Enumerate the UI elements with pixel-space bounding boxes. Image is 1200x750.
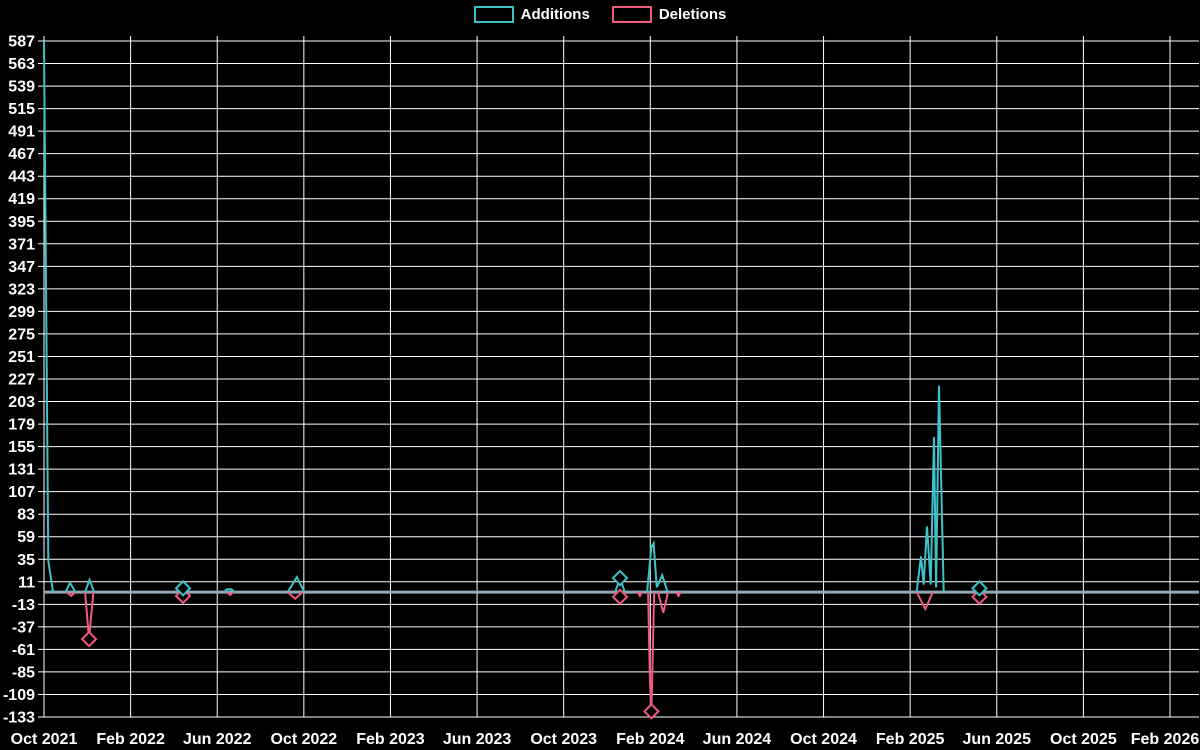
y-axis-tick-label: 563 (8, 56, 35, 73)
additions-line (43, 40, 55, 593)
additions-line (84, 577, 96, 593)
x-axis-tick-label: Feb 2024 (616, 731, 685, 748)
y-axis-tick-label: 371 (8, 236, 35, 253)
x-axis-tick-label: Oct 2022 (270, 731, 337, 748)
y-axis-tick-label: 251 (8, 349, 35, 366)
y-axis-tick-label: 11 (18, 574, 35, 591)
legend-label-additions: Additions (520, 6, 590, 23)
x-axis-tick-label: Oct 2025 (1050, 731, 1117, 748)
y-axis-tick-label: 491 (8, 124, 35, 141)
x-axis-tick-label: Oct 2021 (11, 731, 78, 748)
deletions-point-marker[interactable] (642, 702, 660, 720)
y-axis-tick-label: 275 (8, 326, 35, 343)
legend-item-additions[interactable]: Additions (473, 6, 590, 23)
x-axis-tick-label: Jun 2024 (703, 731, 772, 748)
y-axis-tick-label: 83 (17, 507, 35, 524)
y-axis-tick-label: -109 (3, 687, 35, 704)
y-axis-tick-label: 179 (8, 417, 35, 434)
deletions-point-marker[interactable] (611, 588, 629, 606)
deletions-swatch-icon (611, 6, 652, 23)
legend-label-deletions: Deletions (658, 6, 727, 23)
x-axis-tick-label: Jun 2025 (963, 731, 1032, 748)
y-axis-tick-label: 323 (8, 281, 35, 298)
y-axis-tick-label: 155 (8, 439, 35, 456)
y-axis-tick-label: 419 (8, 191, 35, 208)
x-axis-tick-label: Feb 2025 (876, 731, 945, 748)
x-axis-tick-label: Feb 2022 (96, 731, 165, 748)
deletions-line (675, 591, 682, 598)
deletions-line (647, 592, 656, 712)
y-axis-tick-label: 59 (17, 529, 35, 546)
y-axis-tick-label: 539 (8, 79, 35, 96)
x-axis-tick-label: Jun 2022 (183, 731, 252, 748)
x-axis-tick-label: Feb 2026 (1131, 731, 1200, 748)
deletions-line (286, 591, 304, 601)
additions-point-marker[interactable] (174, 579, 192, 597)
y-axis-tick-label: 587 (8, 34, 35, 51)
y-axis-tick-label: -13 (12, 597, 35, 614)
deletions-line (915, 591, 934, 612)
y-axis-tick-label: 443 (8, 169, 35, 186)
y-axis-tick-label: 395 (8, 214, 35, 231)
deletions-line (226, 591, 235, 597)
y-axis-tick-label: 467 (8, 146, 35, 163)
y-axis-tick-label: 203 (8, 394, 35, 411)
additions-line (64, 580, 77, 593)
chart-legend: Additions Deletions (0, 6, 1200, 23)
y-axis-tick-label: 227 (8, 372, 35, 389)
deletions-line (66, 591, 77, 598)
y-axis-tick-label: 131 (8, 462, 35, 479)
y-axis-tick-label: -133 (3, 710, 35, 727)
additions-line (223, 588, 236, 593)
legend-item-deletions[interactable]: Deletions (611, 6, 727, 23)
deletions-point-marker[interactable] (80, 630, 98, 648)
additions-point-marker[interactable] (611, 569, 629, 587)
y-axis-tick-label: 347 (8, 259, 35, 276)
y-axis-tick-label: 299 (8, 304, 35, 321)
y-axis-tick-label: -37 (12, 619, 35, 636)
deletions-line (636, 591, 643, 598)
x-axis-tick-label: Oct 2024 (790, 731, 857, 748)
y-axis-tick-label: -61 (12, 642, 35, 659)
additions-swatch-icon (473, 6, 514, 23)
y-axis-tick-label: 35 (17, 552, 35, 569)
x-axis-tick-label: Oct 2023 (530, 731, 597, 748)
y-axis-tick-label: 515 (8, 101, 35, 118)
y-axis-tick-label: 107 (8, 484, 35, 501)
deletions-line (656, 591, 670, 614)
x-axis-tick-label: Jun 2023 (443, 731, 512, 748)
deletions-point-marker[interactable] (971, 588, 988, 606)
additions-point-marker[interactable] (971, 579, 988, 597)
additions-line (286, 575, 306, 593)
x-axis-tick-label: Feb 2023 (356, 731, 425, 748)
y-axis-tick-label: -85 (12, 664, 35, 681)
additions-line (915, 385, 945, 593)
additions-line (646, 539, 669, 593)
